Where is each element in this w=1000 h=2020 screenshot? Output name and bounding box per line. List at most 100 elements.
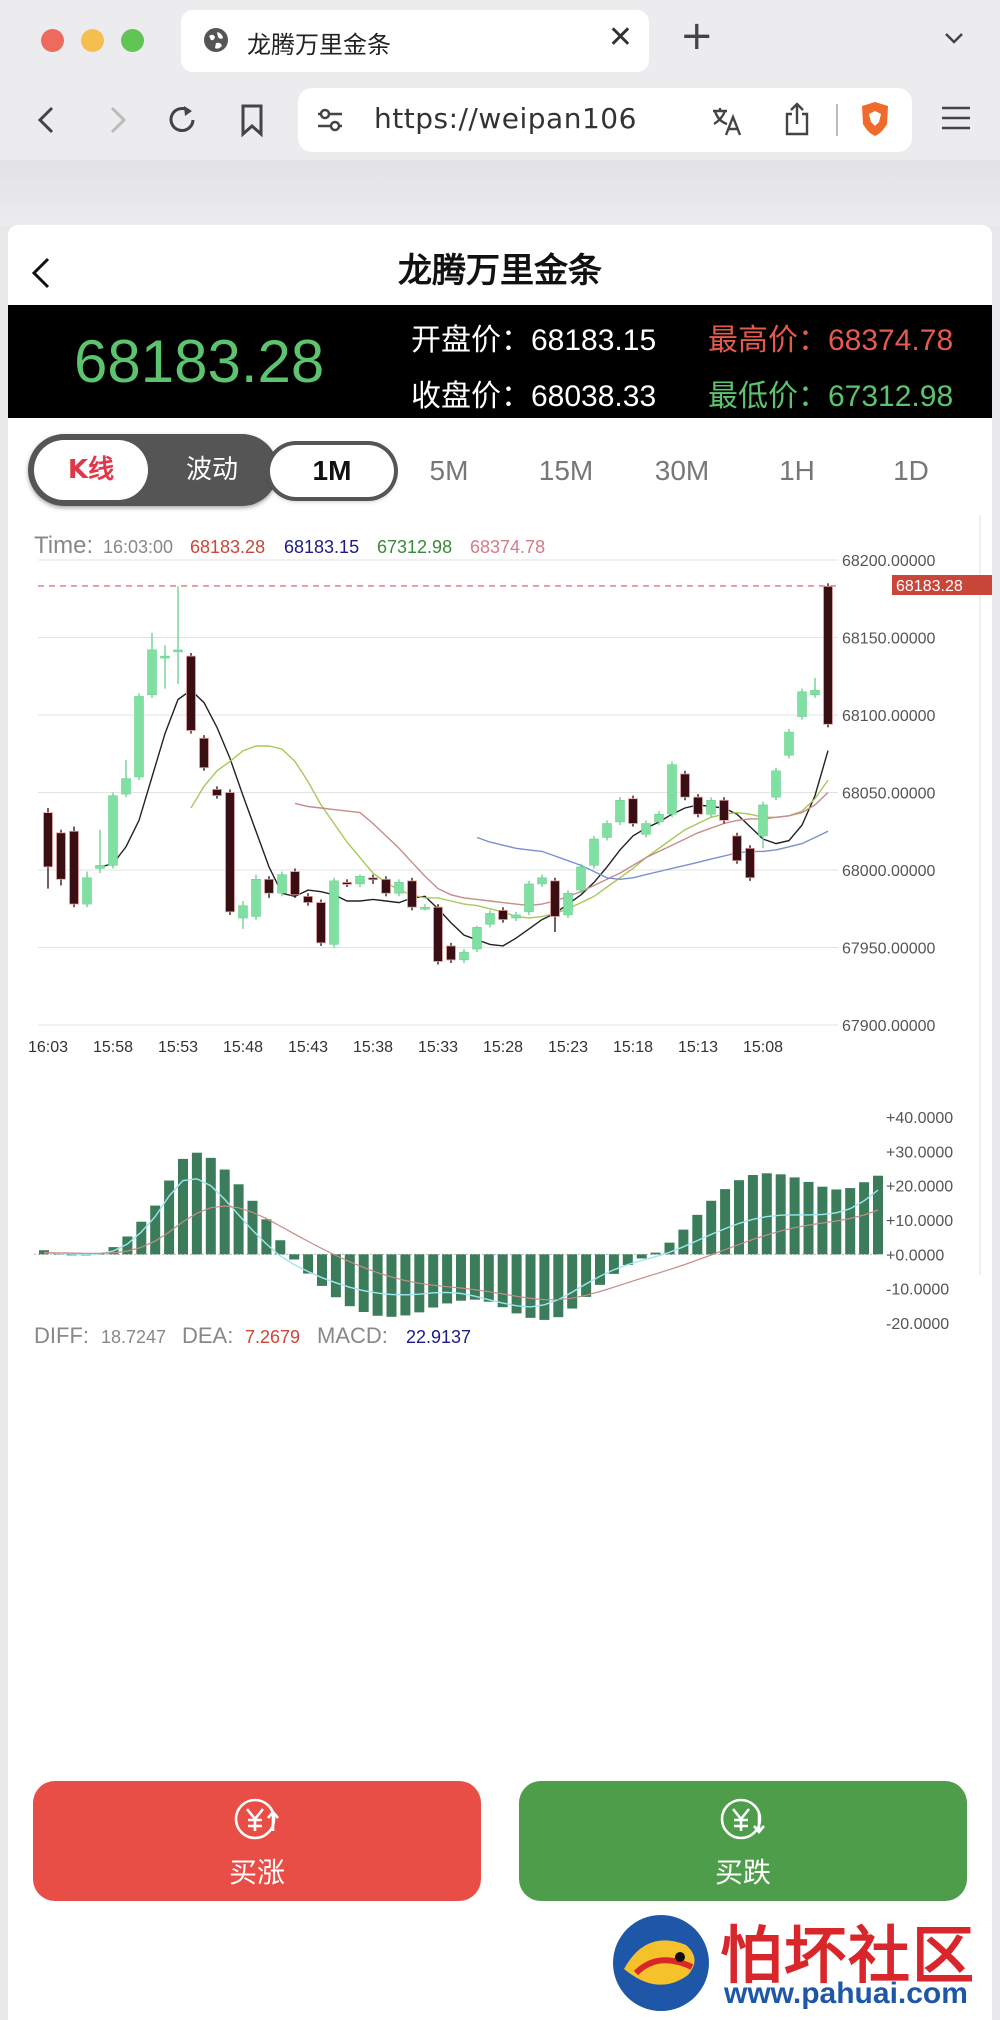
macd-y-tick-label: +20.0000 [886,1179,953,1196]
macd-bar [678,1229,689,1255]
period-tab-5m[interactable]: 5M [429,455,469,486]
x-tick-label: 15:53 [158,1039,198,1056]
macd-bar [400,1254,411,1316]
candle-body [810,689,820,696]
candle-body [732,835,742,862]
brave-shield-icon[interactable] [858,100,892,138]
macd-bar [178,1158,188,1255]
minimize-window-button[interactable] [81,29,104,52]
macd-bar [136,1221,147,1255]
macd-bar [442,1254,453,1304]
candle-body [667,764,677,815]
macd-bar [817,1186,828,1255]
candle-body [537,877,547,885]
separator [836,104,838,136]
chevron-down-icon[interactable] [942,26,966,50]
macd-bar [636,1254,647,1259]
period-tab-1m[interactable]: 1M [270,445,394,497]
candle-body [69,830,79,905]
macd-bar [734,1180,744,1255]
hamburger-menu-icon[interactable] [940,104,972,132]
close-label: 收盘价： [411,380,531,413]
translate-icon[interactable] [710,104,744,138]
macd-bar [553,1254,564,1318]
macd-bar [664,1242,675,1255]
period-tab-15m[interactable]: 15M [538,455,594,486]
info-value-open: 68183.15 [284,537,359,557]
candle-body [147,649,157,696]
macd-bar [122,1236,133,1255]
site-settings-icon[interactable] [316,106,344,134]
candle-body [615,800,625,823]
close-window-button[interactable] [41,29,64,52]
close-tab-icon[interactable]: ✕ [607,20,633,55]
tab-title: 龙腾万里金条 [247,31,391,59]
candle-body [95,865,105,869]
tab-kline[interactable]: K线 [34,440,148,500]
x-tick-label: 15:48 [223,1039,263,1056]
period-tab-1h[interactable]: 1H [779,455,815,486]
candle-body [420,906,430,910]
macd-bar [692,1214,703,1255]
buy-down-button[interactable]: 买跌 [519,1781,967,1901]
macd-bar [39,1250,49,1255]
candle-body [82,877,92,905]
y-tick-label: 67900.00000 [842,1018,936,1035]
macd-bar [205,1157,216,1255]
chart-type-toggle: K线 波动 [28,434,278,506]
macd-bar [511,1254,522,1314]
reload-icon[interactable] [162,100,202,140]
kline-chart[interactable]: 68200.00000 68150.00000 68100.00000 68050.0… [8,515,992,1555]
tab-wave[interactable]: 波动 [185,455,238,485]
share-icon[interactable] [782,102,812,136]
open-value: 68183.15 [531,324,657,357]
macd-bar [289,1254,300,1260]
back-icon[interactable] [26,253,56,293]
diff-line [43,1178,879,1308]
candle-body [706,800,716,815]
candle-body [446,945,456,961]
macd-bar [303,1254,314,1274]
x-tick-label: 15:28 [483,1039,523,1056]
new-tab-button[interactable]: + [680,13,714,59]
macd-bar [831,1189,842,1255]
macd-bar [275,1240,286,1255]
page-content: 龙腾万里金条 68183.28 开盘价：68183.15 最高价：68374.7… [8,225,992,2020]
high-value: 68374.78 [828,324,954,357]
candle-body [719,799,729,821]
candle-body [498,909,508,920]
period-tab-1d[interactable]: 1D [893,455,929,486]
y-tick-label: 68100.00000 [842,708,936,725]
buy-up-button[interactable]: 买涨 [33,1781,481,1901]
macd-bar [567,1254,578,1309]
macd-y-tick-label: +30.0000 [886,1144,953,1161]
forward-arrow-icon[interactable] [96,100,136,140]
candle-body [134,696,144,778]
page-title: 龙腾万里金条 [398,251,602,291]
candle-body [355,875,365,885]
macd-bar [469,1254,480,1300]
candle-body [784,731,794,756]
x-tick-label: 15:08 [743,1039,783,1056]
bookmark-icon[interactable] [232,100,272,140]
candle-body [173,649,183,653]
macd-bar [539,1254,550,1320]
current-price: 68183.28 [74,328,325,395]
candle-body [264,878,274,894]
x-tick-label: 15:38 [353,1039,393,1056]
close-value: 68038.33 [531,380,657,413]
candle-body [433,906,443,962]
browser-tab[interactable]: 龙腾万里金条 ✕ [181,10,649,72]
back-arrow-icon[interactable] [28,100,68,140]
address-bar[interactable]: https://weipan106 [298,88,912,152]
candle-body [745,847,755,879]
y-tick-label: 68150.00000 [842,631,936,648]
candle-body [472,927,482,950]
period-tab-30m[interactable]: 30M [654,455,710,486]
url-text[interactable]: https://weipan106 [374,102,637,135]
macd-bar [761,1173,772,1255]
candle-body [277,874,287,894]
time-value: 16:03:00 [103,537,173,557]
maximize-window-button[interactable] [121,29,144,52]
macd-bar [650,1252,661,1255]
